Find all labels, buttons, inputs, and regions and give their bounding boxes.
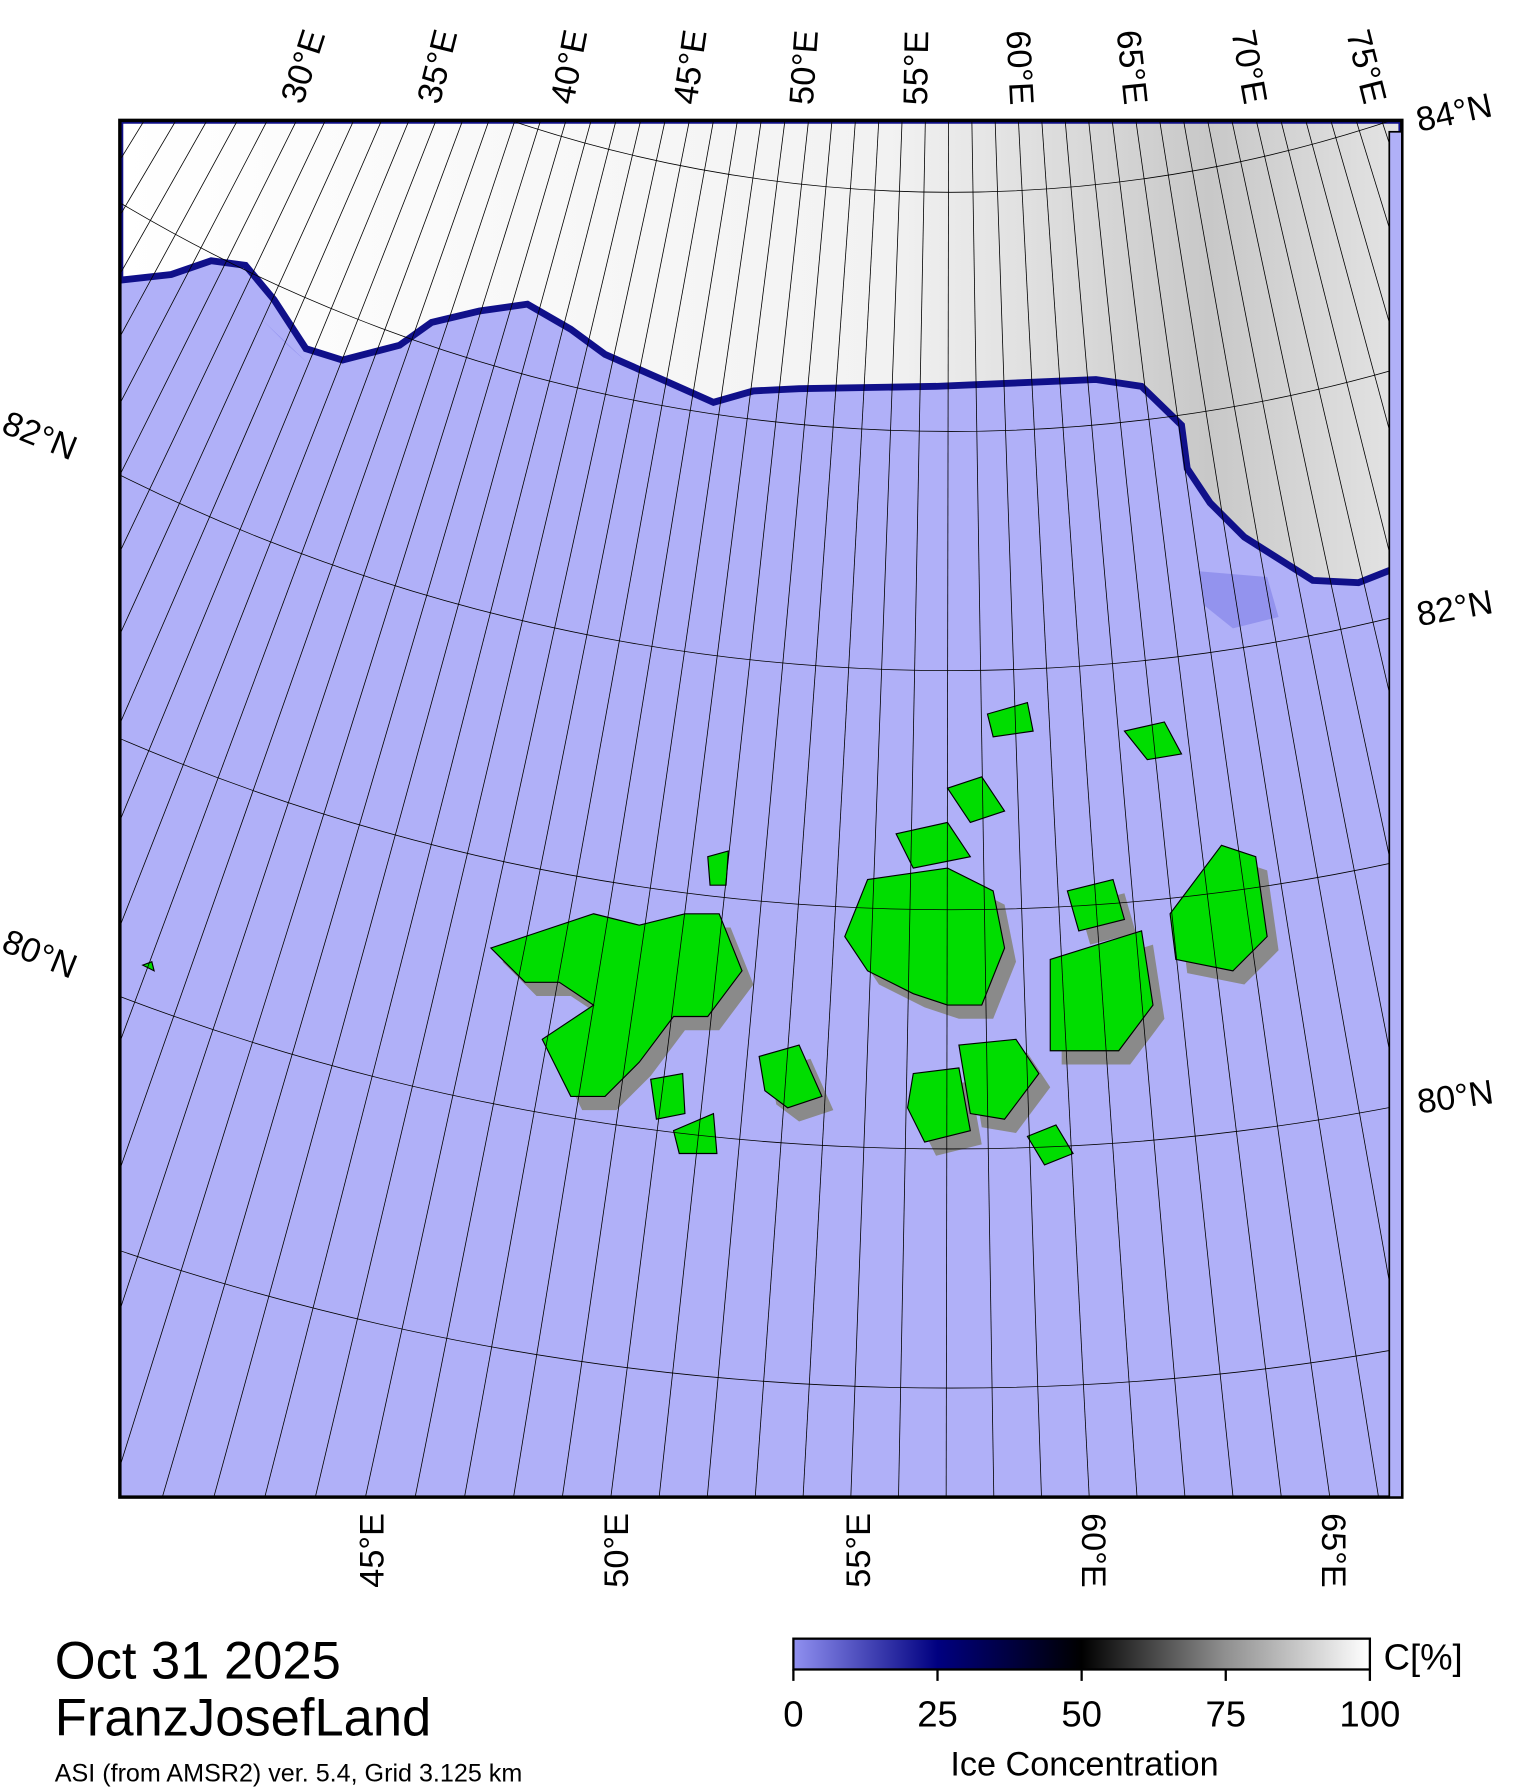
colorbar: C[%] Ice Concentration 0 25 50 75 100 — [783, 1636, 1462, 1783]
meridian — [119, 120, 382, 725]
meridian — [1403, 0, 1516, 1618]
lon-label: 45°E — [667, 27, 715, 106]
meridian — [1355, 120, 1402, 270]
lat-label: 80°N — [1415, 1073, 1496, 1121]
lon-label: 35°E — [410, 26, 465, 108]
lat-label: 84°N — [1413, 87, 1496, 140]
source-note: ASI (from AMSR2) ver. 5.4, Grid 3.125 km — [55, 1759, 522, 1787]
meridian — [1422, 0, 1516, 1596]
colorbar-tick-label: 25 — [917, 1694, 958, 1735]
meridian — [119, 120, 355, 636]
lat-label: 82°N — [1414, 583, 1496, 634]
meridian — [1255, 120, 1402, 749]
lon-label: 30°E — [274, 25, 333, 108]
meridian — [1330, 120, 1402, 368]
lon-label: 55°E — [897, 30, 936, 105]
bottom-labels: 45°E 50°E 55°E 60°E 65°E — [354, 1513, 1352, 1588]
lon-label: 60°E — [1074, 1513, 1112, 1588]
lon-label: 60°E — [998, 29, 1040, 105]
colorbar-tick-label: 75 — [1205, 1694, 1246, 1735]
meridian — [1280, 120, 1402, 604]
right-labels: 84°N 82°N 80°N — [1413, 87, 1496, 1122]
meridian — [1305, 120, 1402, 478]
top-labels: 30°E 35°E 40°E 45°E 50°E 55°E 60°E 65°E … — [274, 25, 1393, 108]
date-title: Oct 31 2025 — [55, 1632, 341, 1691]
lon-label: 50°E — [598, 1513, 636, 1588]
colorbar-tick-label: 50 — [1061, 1694, 1102, 1735]
left-labels: 82°N 80°N — [0, 404, 82, 986]
meridian — [1458, 0, 1516, 1550]
colorbar-ramp — [792, 1637, 1372, 1671]
meridian — [119, 120, 326, 553]
meridian — [1476, 0, 1516, 1526]
lon-label: 45°E — [354, 1513, 392, 1588]
lon-label: 70°E — [1223, 27, 1273, 107]
lon-label: 65°E — [1109, 28, 1155, 106]
lon-label: 55°E — [840, 1513, 878, 1588]
lat-label: 80°N — [0, 922, 82, 986]
region-title: FranzJosefLand — [55, 1689, 431, 1748]
colorbar-unit: C[%] — [1384, 1636, 1463, 1677]
lon-label: 50°E — [783, 29, 826, 106]
lon-label: 75°E — [1338, 26, 1393, 108]
lon-label: 65°E — [1314, 1513, 1352, 1588]
frame-strip — [1388, 130, 1403, 1498]
lat-label: 82°N — [0, 404, 82, 468]
meridian — [1512, 0, 1516, 1474]
meridian — [1384, 0, 1516, 1639]
colorbar-tick-label: 0 — [783, 1694, 803, 1735]
sea-ice — [119, 120, 1402, 587]
lon-label: 40°E — [544, 27, 596, 107]
meridian — [1494, 0, 1516, 1500]
meridian — [1440, 0, 1516, 1574]
colorbar-label: Ice Concentration — [950, 1746, 1218, 1784]
colorbar-tick-label: 100 — [1339, 1694, 1400, 1735]
